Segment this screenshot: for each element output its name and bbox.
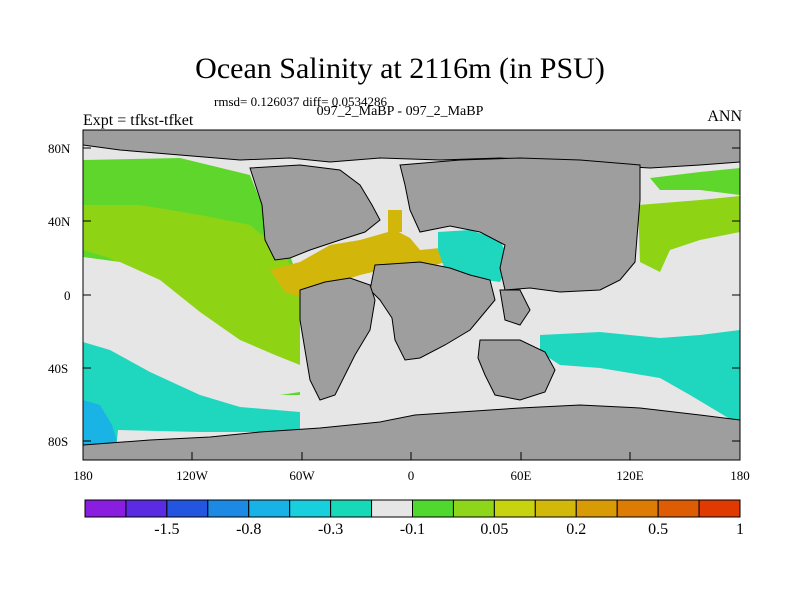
lat-label: 0 [64,288,71,303]
land-masses [83,130,740,460]
colorbar-box [248,499,291,518]
lon-label: 60E [511,468,532,483]
tethys-yellow-region [270,230,445,300]
lat-label: 80S [48,434,68,449]
lon-label: 0 [408,468,415,483]
season-label: ANN [707,108,742,125]
lon-label: 120E [616,468,644,483]
colorbar-label: 0.5 [648,521,668,538]
colorbar-label: -0.1 [400,521,425,538]
colorbar-box [412,499,454,518]
colorbar-box [371,499,413,518]
colorbar-box [575,499,618,518]
north-atlantic-yellow-patch [388,210,402,232]
colorbar-box [166,499,209,518]
lon-label: 180 [730,468,750,483]
colorbar-box [84,499,127,518]
antarctica-land [83,404,740,460]
colorbar-box [493,499,536,518]
lon-label: 60W [289,468,315,483]
colorbar-box [616,499,659,518]
australia-land [477,339,556,401]
colorbar-label: 1 [736,521,744,538]
colorbar-label: -0.3 [318,521,343,538]
east-pacific-green-lower [638,196,740,272]
south-america-land [299,277,376,401]
arctic-land [83,130,740,169]
colorbar-label: 0.2 [566,521,586,538]
map-title: Ocean Salinity at 2116m (in PSU) [195,52,605,85]
colorbar [84,499,741,518]
colorbar-box [125,499,168,518]
colorbar-box [289,499,332,518]
colorbar-label: -0.8 [236,521,261,538]
colorbar-box [657,499,700,518]
map-area [83,130,740,460]
east-pacific-green-region [650,168,740,195]
colorbar-box [452,499,495,518]
pacific-green-region [83,205,300,380]
lat-label: 40S [48,361,68,376]
lon-label: 180 [73,468,93,483]
latitude-axis [83,147,740,442]
lon-label: 120W [176,468,209,483]
experiment-label: Expt = tfkst-tfket [83,112,194,129]
colorbar-box [207,499,250,518]
lat-label: 40N [48,214,71,229]
indian-ocean-cyan-region [438,230,510,282]
africa-land [369,261,496,361]
colorbar-box [698,499,741,518]
colorbar-labels: -1.5-0.8-0.3-0.10.050.20.512 [154,521,744,538]
colorbar-box [330,499,373,518]
eurasia-land [399,157,641,293]
colorbar-label: -1.5 [154,521,179,538]
india-land [499,289,531,326]
lat-label: 80N [48,141,71,156]
southern-ocean-cyan-region [540,330,740,425]
longitude-axis [82,452,741,460]
north-america-land [249,164,381,261]
colorbar-box [534,499,577,518]
colorbar-label: 0.05 [480,521,508,538]
map-subtitle: 097_2_MaBP - 097_2_MaBP [316,104,484,119]
pacific-neutral-band [83,257,300,398]
stats-text: rmsd= 0.126037 diff= 0.0534286 [214,94,387,109]
